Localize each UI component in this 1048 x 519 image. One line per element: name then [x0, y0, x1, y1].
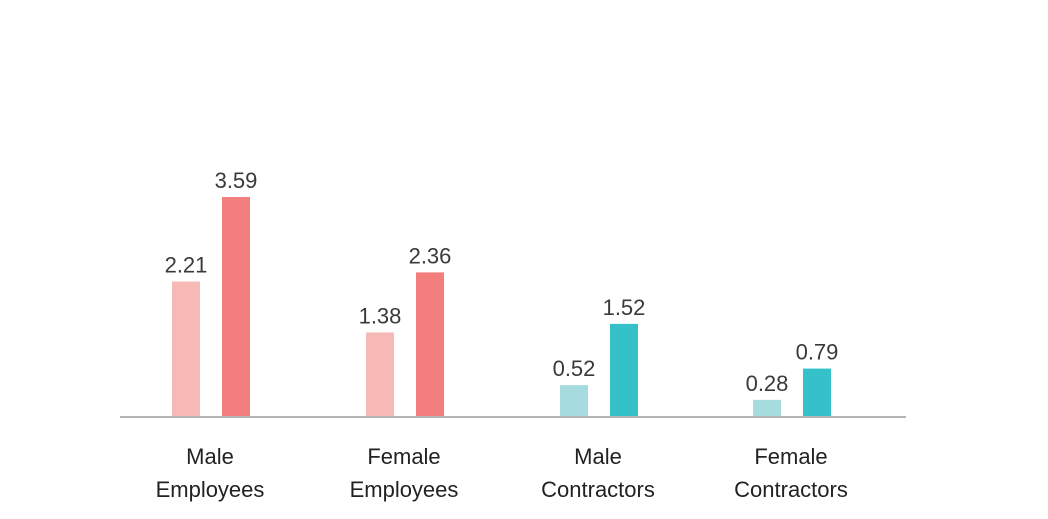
category-label-1-line1: Male — [186, 444, 234, 469]
bars-group — [172, 197, 831, 417]
category-label-4-line2: Contractors — [734, 477, 848, 502]
value-label-series2-cat3: 1.52 — [603, 295, 646, 320]
value-label-series2-cat4: 0.79 — [796, 340, 839, 365]
value-label-series2-cat1: 3.59 — [215, 168, 258, 193]
bar-series2-cat2 — [416, 272, 444, 417]
bar-series2-cat4 — [803, 368, 831, 417]
value-label-series1-cat1: 2.21 — [165, 253, 208, 278]
category-label-4-line1: Female — [754, 444, 827, 469]
category-labels-group: Male Employees Female Employees Male Contract… — [156, 444, 848, 502]
category-label-1-line2: Employees — [156, 477, 265, 502]
bar-series2-cat3 — [610, 323, 638, 417]
bar-series1-cat3 — [560, 385, 588, 417]
category-label-3-line2: Contractors — [541, 477, 655, 502]
value-label-series1-cat2: 1.38 — [359, 303, 402, 328]
value-label-series1-cat4: 0.28 — [746, 371, 789, 396]
category-label-3-line1: Male — [574, 444, 622, 469]
value-label-series2-cat2: 2.36 — [409, 243, 452, 268]
value-labels-group: 2.21 1.38 0.52 0.28 3.59 2.36 1.52 0.79 — [165, 168, 839, 396]
bar-series2-cat1 — [222, 197, 250, 417]
bar-series1-cat2 — [366, 332, 394, 417]
value-label-series1-cat3: 0.52 — [553, 356, 596, 381]
category-label-2-line1: Female — [367, 444, 440, 469]
bar-series1-cat1 — [172, 281, 200, 417]
category-label-2-line2: Employees — [350, 477, 459, 502]
bar-series1-cat4 — [753, 399, 781, 417]
